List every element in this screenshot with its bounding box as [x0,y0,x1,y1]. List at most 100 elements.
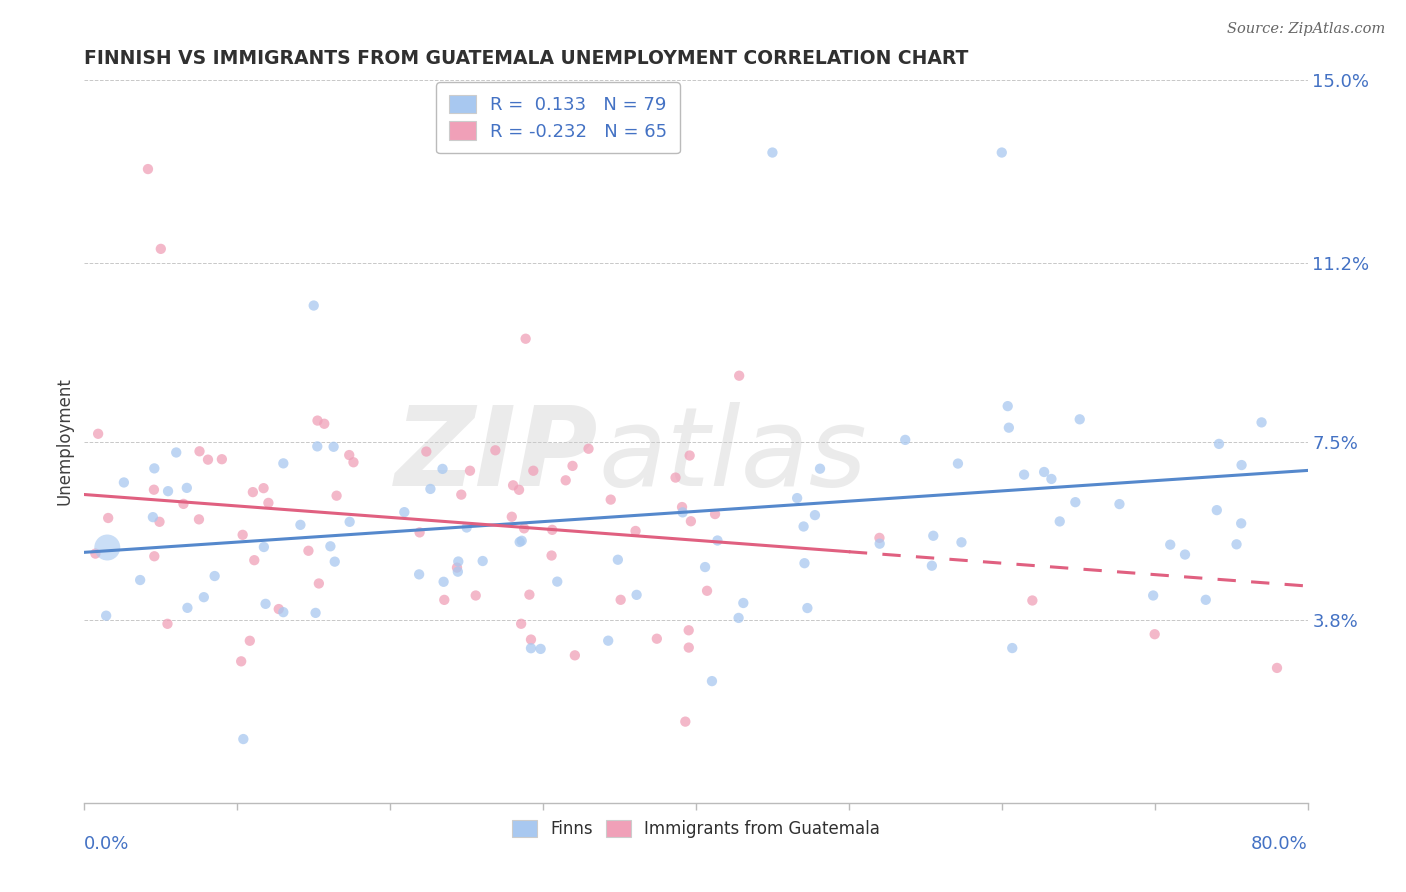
Point [673,714,696,729]
Point [540,549,562,563]
Point [408,525,430,540]
Point [157,484,180,499]
Point [519,588,541,602]
Point [323,555,346,569]
Point [84,547,107,561]
Text: 80.0%: 80.0% [1251,835,1308,854]
Point [950,535,973,549]
Point [97,511,120,525]
Point [1108,497,1130,511]
Text: Source: ZipAtlas.com: Source: ZipAtlas.com [1226,22,1385,37]
Point [242,485,264,500]
Point [564,648,586,663]
Point [520,641,543,656]
Point [679,514,702,528]
Point [484,443,506,458]
Point [786,491,808,505]
Point [793,556,815,570]
Text: atlas: atlas [598,402,866,509]
Point [578,442,600,456]
Point [415,444,437,458]
Point [176,600,198,615]
Point [339,515,361,529]
Point [1230,458,1253,472]
Point [796,601,818,615]
Point [419,482,441,496]
Point [408,567,430,582]
Point [921,558,943,573]
Point [1001,641,1024,656]
Point [1174,548,1197,562]
Point [671,500,693,514]
Point [112,475,135,490]
Point [561,458,583,473]
Point [308,576,330,591]
Point [302,299,325,313]
Point [678,624,700,638]
Point [142,483,165,497]
Point [733,596,755,610]
Point [728,368,751,383]
Point [672,505,695,519]
Point [297,543,319,558]
Point [257,496,280,510]
Point [700,674,723,689]
Point [513,521,536,535]
Point [1049,515,1071,529]
Point [922,529,945,543]
Point [458,464,481,478]
Point [1040,472,1063,486]
Point [197,452,219,467]
Point [447,554,470,568]
Point [1159,538,1181,552]
Point [1142,589,1164,603]
Point [176,481,198,495]
Point [761,145,783,160]
Point [1021,593,1043,607]
Point [337,448,360,462]
Text: FINNISH VS IMMIGRANTS FROM GUATEMALA UNEMPLOYMENT CORRELATION CHART: FINNISH VS IMMIGRANTS FROM GUATEMALA UNE… [84,48,969,68]
Point [541,523,564,537]
Point [204,569,226,583]
Point [87,426,110,441]
Point [325,489,347,503]
Point [307,439,329,453]
Point [1265,661,1288,675]
Legend: Finns, Immigrants from Guatemala: Finns, Immigrants from Guatemala [505,814,887,845]
Point [509,535,531,549]
Point [1195,592,1218,607]
Point [232,528,254,542]
Point [433,593,456,607]
Point [342,455,364,469]
Point [1230,516,1253,531]
Point [450,488,472,502]
Point [254,597,277,611]
Point [804,508,827,522]
Point [678,640,700,655]
Point [1225,537,1247,551]
Point [1064,495,1087,509]
Point [188,444,211,458]
Point [94,608,117,623]
Point [433,574,456,589]
Point [606,553,628,567]
Point [727,611,749,625]
Point [142,510,165,524]
Point [704,507,727,521]
Point [136,162,159,177]
Point [645,632,668,646]
Point [869,537,891,551]
Text: 0.0%: 0.0% [84,835,129,854]
Point [522,464,544,478]
Point [894,433,917,447]
Point [307,414,329,428]
Point [1250,416,1272,430]
Point [1012,467,1035,482]
Point [267,602,290,616]
Y-axis label: Unemployment: Unemployment [55,377,73,506]
Point [869,531,891,545]
Point [508,483,530,497]
Point [446,560,468,574]
Point [554,473,576,487]
Point [598,633,620,648]
